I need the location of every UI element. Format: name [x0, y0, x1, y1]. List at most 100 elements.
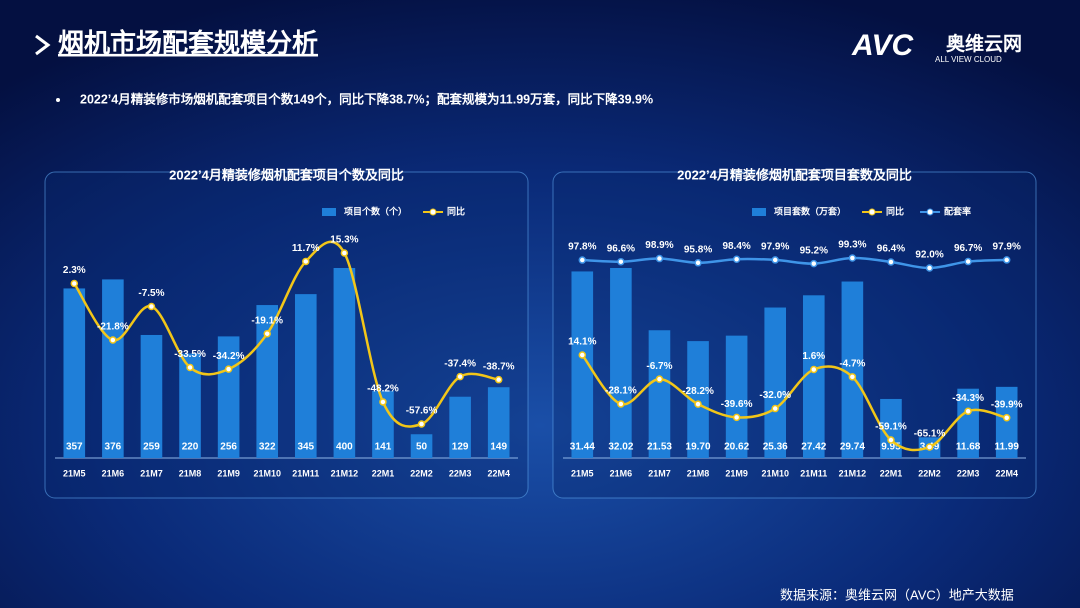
line-label: -39.6% [721, 399, 753, 410]
x-tick-label: 21M10 [253, 468, 281, 478]
legend-label: 同比 [447, 205, 465, 216]
bar-label: 322 [259, 442, 276, 453]
line-label: -32.0% [759, 390, 791, 401]
legend-marker [926, 208, 934, 216]
line-label: 15.3% [330, 235, 358, 246]
line-label: -65.1% [914, 429, 946, 440]
bar [802, 295, 825, 458]
line-marker [224, 365, 233, 373]
bar [725, 335, 748, 458]
panel [552, 171, 1037, 499]
bar-label: 141 [375, 442, 392, 453]
line-marker [887, 436, 895, 444]
source: 数据来源：奥维云网（AVC）地产大数据 [780, 587, 1014, 602]
line-label: 97.9% [761, 242, 789, 253]
line-label: 98.9% [645, 240, 673, 251]
line-label: -6.7% [646, 361, 672, 372]
bar-label: 400 [336, 442, 353, 453]
x-tick-label: 21M9 [217, 468, 240, 478]
bar [995, 386, 1018, 458]
line-marker [655, 375, 664, 383]
line-marker [887, 258, 895, 266]
line-label: 96.4% [877, 244, 905, 255]
line-marker [263, 329, 271, 338]
line-label: 97.9% [993, 242, 1021, 253]
line-marker [771, 404, 779, 413]
bullet [56, 98, 60, 102]
bar [571, 271, 594, 458]
line-marker [494, 375, 503, 384]
bar [140, 334, 163, 458]
line-label: -34.3% [952, 393, 984, 404]
line-marker [147, 302, 156, 311]
legend-marker [868, 208, 876, 216]
chart-title: 2022’4月精装修烟机配套项目个数及同比 [169, 167, 404, 182]
x-tick-label: 22M2 [918, 468, 941, 478]
line-label: -38.7% [483, 361, 515, 372]
x-tick-label: 22M3 [957, 468, 980, 478]
bar [102, 279, 124, 458]
line-label: -19.1% [251, 315, 283, 326]
line-marker [617, 257, 625, 266]
bar-label: 345 [297, 442, 314, 453]
x-tick-label: 21M12 [839, 468, 867, 478]
line-label: 99.3% [838, 240, 866, 251]
line-label: 14.1% [568, 337, 596, 348]
bar-label: 19.70 [686, 442, 711, 453]
legend-swatch [752, 208, 766, 216]
line-marker [456, 372, 464, 381]
bar-label: 25.36 [763, 442, 788, 453]
line-label: 98.4% [722, 241, 750, 252]
line-label: -39.9% [991, 399, 1023, 410]
line-label: 1.6% [802, 351, 825, 362]
chart-title: 2022’4月精装修烟机配套项目套数及同比 [677, 167, 912, 182]
bar [410, 434, 433, 458]
bar-label: 21.53 [647, 442, 672, 453]
x-tick-label: 22M2 [410, 468, 433, 478]
line-label: -4.7% [839, 358, 865, 369]
line-label: 11.7% [292, 243, 320, 254]
bar [957, 388, 979, 458]
bar-label: 20.62 [724, 442, 749, 453]
bar-label: 11.99 [994, 442, 1019, 453]
bar-label: 376 [105, 442, 122, 453]
legend-label: 项目套数（万套） [774, 205, 846, 216]
line-label: 96.7% [954, 243, 982, 254]
x-tick-label: 22M3 [449, 468, 472, 478]
line-marker [925, 264, 934, 272]
line-marker [1002, 256, 1011, 264]
line-marker [848, 254, 857, 262]
x-tick-label: 21M9 [725, 468, 748, 478]
line-marker [186, 363, 194, 372]
line-marker [694, 259, 702, 267]
bar [764, 307, 787, 458]
line-marker [302, 257, 310, 266]
line-marker [70, 279, 79, 288]
bar-label: 31.44 [570, 442, 595, 453]
x-tick-label: 21M12 [331, 468, 359, 478]
line-label: -59.1% [875, 422, 907, 433]
x-tick-label: 22M1 [372, 468, 395, 478]
x-tick-label: 21M5 [571, 468, 594, 478]
bar [841, 281, 864, 458]
line-marker [732, 255, 741, 263]
bar-label: 27.42 [801, 442, 826, 453]
bar [372, 391, 394, 458]
bar-label: 29.74 [840, 442, 865, 453]
line-label: 2.3% [63, 265, 86, 276]
line-marker [340, 249, 349, 257]
bar [648, 330, 671, 458]
legend-swatch [322, 208, 336, 216]
legend-marker [429, 208, 437, 216]
line-label: 95.2% [800, 245, 828, 256]
line-marker [417, 420, 426, 428]
x-tick-label: 22M4 [995, 468, 1018, 478]
line-marker [810, 365, 818, 374]
line-label: -37.4% [444, 358, 476, 369]
line-label: 97.8% [568, 242, 596, 253]
bar [294, 294, 317, 458]
logo-name: 奥维云网 [946, 32, 1022, 55]
line-label: -7.5% [138, 288, 164, 299]
